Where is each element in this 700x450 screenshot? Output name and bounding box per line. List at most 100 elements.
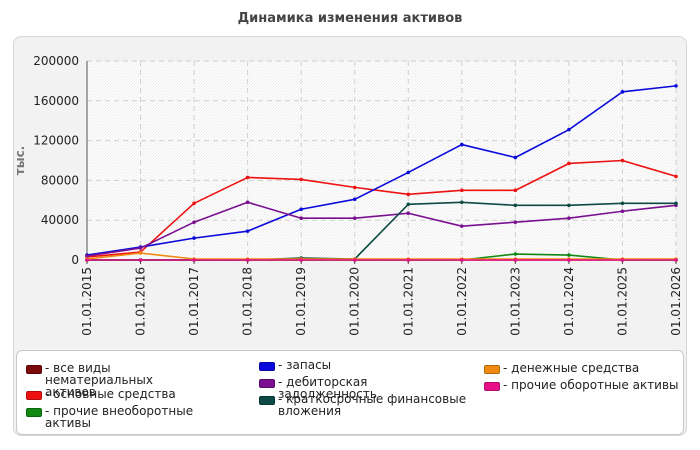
series-8-point: [460, 258, 464, 262]
legend-swatch: [484, 365, 500, 374]
y-tick-label: 40000: [41, 213, 79, 227]
series-2-point: [567, 161, 571, 166]
x-tick-label: 01.01.2024: [562, 267, 576, 336]
series-5-point: [567, 216, 571, 221]
x-tick-label: 01.01.2016: [134, 267, 148, 336]
series-8-point: [299, 258, 303, 262]
series-2-point: [460, 188, 464, 193]
series-6-point: [620, 201, 625, 206]
chart-plot: 0 40000 80000 120000 160000 200000 01.01.2015 0…: [13, 54, 683, 336]
series-6-point: [513, 203, 518, 208]
series-8-point: [245, 258, 250, 262]
x-tick-label: 01.01.2018: [241, 267, 255, 336]
series-2-point: [192, 201, 196, 206]
y-tick-label: 0: [71, 253, 79, 267]
legend-swatch: [26, 391, 42, 400]
series-4-point: [299, 207, 303, 212]
legend-swatch: [26, 408, 42, 417]
series-8-point: [85, 258, 89, 262]
legend-item: - краткосрочные финансовые вложения: [259, 391, 468, 417]
series-6-point: [406, 202, 411, 207]
legend-swatch: [26, 365, 42, 374]
legend-swatch: [259, 362, 275, 371]
legend-item: - основные средства: [26, 386, 195, 400]
series-8-point: [567, 258, 571, 262]
series-2-point: [406, 192, 411, 197]
series-5-point: [513, 220, 518, 224]
legend-swatch: [259, 379, 275, 388]
series-4-point: [620, 90, 625, 94]
legend-label: - основные средства: [45, 387, 176, 401]
legend-label: - запасы: [278, 358, 332, 372]
x-tick-label: 01.01.2020: [348, 267, 362, 336]
series-5-point: [620, 209, 625, 214]
legend-item: - все виды нематериальных активов: [26, 360, 195, 398]
series-4-point: [192, 236, 196, 240]
series-4-point: [513, 155, 518, 160]
y-axis-label: тыс.: [13, 146, 27, 175]
series-line-2: [86, 159, 677, 258]
series-2-point: [245, 175, 250, 180]
series-5-point: [352, 216, 357, 221]
series-5-point: [460, 224, 464, 228]
x-tick-label: 01.01.2017: [187, 267, 201, 336]
series-7-point: [138, 251, 143, 255]
series-4-point: [674, 84, 678, 88]
series-6-point: [674, 201, 678, 206]
series-2-point: [674, 174, 678, 179]
x-tick-label: 01.01.2015: [80, 267, 94, 336]
series-8-point: [352, 258, 357, 262]
legend-swatch: [484, 382, 500, 391]
series-5-point: [245, 200, 250, 205]
legend-label: - дебиторская задолженность: [278, 375, 377, 401]
x-tick-label: 01.01.2021: [401, 267, 415, 336]
series-2-point: [513, 188, 518, 193]
series-5-point: [299, 216, 303, 221]
legend-item: - запасы: [259, 357, 468, 371]
series-line-7: [86, 252, 676, 260]
series-6-point: [567, 203, 571, 208]
legend-item: - прочие оборотные активы: [484, 377, 693, 391]
plot-area: [87, 61, 676, 260]
legend-label: - денежные средства: [503, 361, 640, 375]
series-4-point: [245, 229, 250, 233]
x-tick-label: 01.01.2026: [669, 267, 683, 336]
y-tick-label: 80000: [41, 173, 79, 187]
chart-title: Динамика изменения активов: [237, 11, 463, 26]
x-tick-label: 01.01.2022: [455, 267, 469, 336]
series-2-point: [352, 185, 357, 190]
x-tick-label: 01.01.2025: [615, 267, 629, 336]
x-tick-label: 01.01.2019: [294, 267, 308, 336]
series-4-point: [406, 170, 411, 175]
legend-label: - прочие оборотные активы: [503, 378, 679, 392]
legend-swatch: [259, 396, 275, 405]
series-3-point: [567, 253, 571, 257]
series-8-point: [138, 258, 143, 262]
legend-item: - дебиторская задолженность: [259, 374, 468, 400]
legend-item: - прочие внеоборотные активы: [26, 403, 215, 429]
series-2-point: [299, 177, 303, 182]
series-8-point: [192, 258, 196, 262]
y-tick-label: 120000: [33, 134, 79, 148]
series-line-4: [86, 85, 677, 256]
series-4-point: [567, 127, 571, 132]
series-8-point: [513, 258, 518, 262]
series-5-point: [85, 254, 89, 258]
series-5-point: [138, 246, 143, 250]
series-6-point: [460, 200, 464, 205]
y-tick-label: 200000: [33, 54, 79, 68]
chart-legend: - все виды нематериальных активов - основ…: [16, 350, 684, 435]
legend-label: - все виды нематериальных активов: [45, 361, 153, 399]
legend-label: - прочие внеоборотные активы: [45, 404, 194, 430]
series-5-point: [406, 211, 411, 216]
series-4-point: [352, 197, 357, 202]
series-3-point: [513, 252, 518, 256]
series-5-point: [192, 220, 196, 224]
x-tick-label: 01.01.2023: [508, 267, 522, 336]
series-8-point: [406, 258, 411, 262]
legend-label: - краткосрочные финансовые вложения: [278, 392, 467, 418]
series-line-5: [86, 201, 677, 257]
y-tick-label: 160000: [33, 94, 79, 108]
series-8-point: [674, 258, 678, 262]
series-8-point: [620, 258, 625, 262]
